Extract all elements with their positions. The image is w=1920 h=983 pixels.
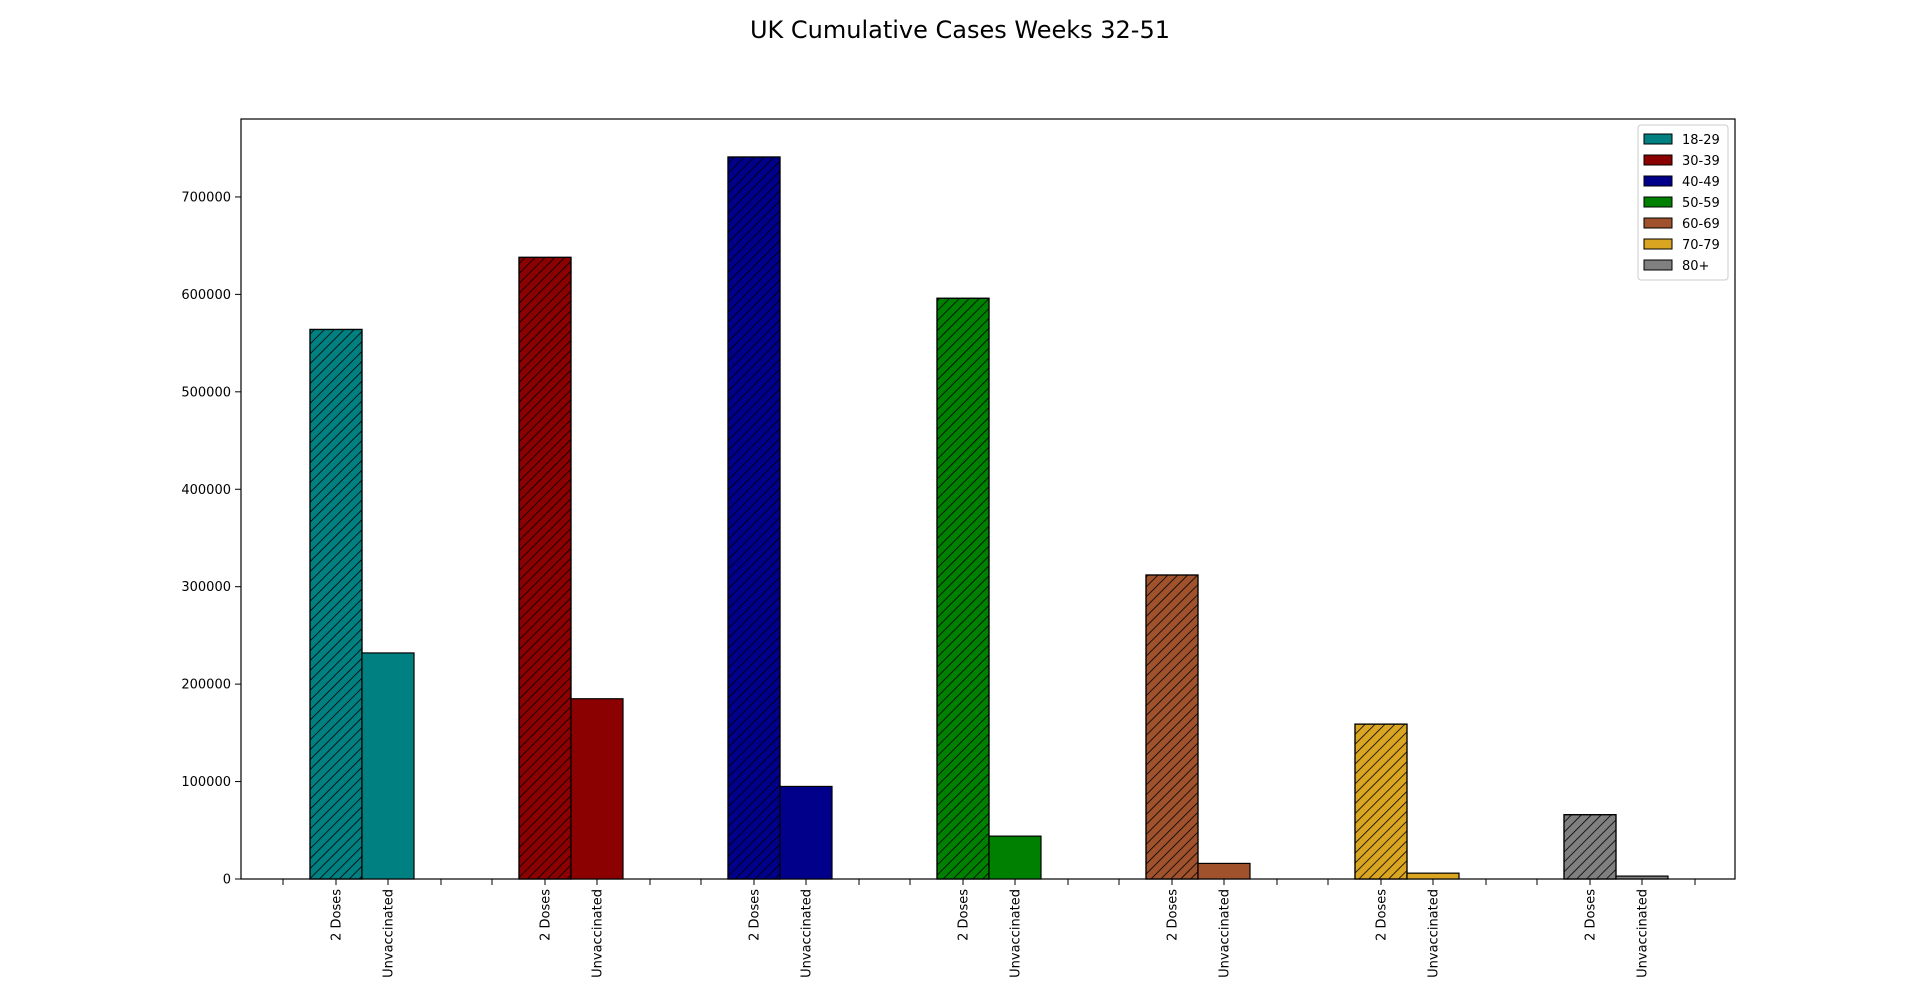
x-tick-label: 2 Doses bbox=[330, 889, 345, 941]
legend-label: 60-69 bbox=[1682, 217, 1720, 232]
x-tick-label: Unvaccinated bbox=[1427, 889, 1442, 978]
x-tick-label: Unvaccinated bbox=[1009, 889, 1024, 978]
bar-18-29-unvaccinated bbox=[361, 652, 415, 880]
bar-hatch bbox=[727, 156, 781, 880]
plot-area: 0 100000 200000 300000 400000 500000 600000 700… bbox=[181, 118, 1736, 978]
y-tick-label: 0 bbox=[223, 873, 231, 888]
legend-swatch-60-69 bbox=[1643, 217, 1673, 229]
y-tick-label: 100000 bbox=[181, 775, 231, 790]
y-tick-label: 500000 bbox=[181, 385, 231, 400]
x-tick-label: 2 Doses bbox=[539, 889, 554, 941]
y-tick-label: 400000 bbox=[181, 483, 231, 498]
x-tick-label: Unvaccinated bbox=[1636, 889, 1651, 978]
x-tick-label: 2 Doses bbox=[748, 889, 763, 941]
bar-60-69-unvaccinated bbox=[1197, 862, 1251, 880]
legend-swatch-70-79 bbox=[1643, 238, 1673, 250]
x-tick-label: Unvaccinated bbox=[591, 889, 606, 978]
x-tick-label: 2 Doses bbox=[1584, 889, 1599, 941]
bar-40-49-unvaccinated bbox=[779, 785, 833, 880]
legend-label: 50-59 bbox=[1682, 196, 1720, 211]
bar-hatch bbox=[1563, 814, 1617, 880]
bar-hatch bbox=[936, 297, 990, 880]
legend-swatch-80+ bbox=[1643, 259, 1673, 271]
legend-label: 18-29 bbox=[1682, 133, 1720, 148]
bar-70-79-unvaccinated bbox=[1406, 872, 1460, 880]
legend-label: 70-79 bbox=[1682, 238, 1720, 253]
x-tick-label: 2 Doses bbox=[957, 889, 972, 941]
legend-swatch-30-39 bbox=[1643, 154, 1673, 166]
bar-80+-unvaccinated bbox=[1615, 875, 1669, 880]
chart-title: UK Cumulative Cases Weeks 32-51 bbox=[750, 16, 1170, 44]
bar-hatch bbox=[518, 256, 572, 880]
y-tick-label: 200000 bbox=[181, 678, 231, 693]
legend-label: 30-39 bbox=[1682, 154, 1720, 169]
bar-hatch bbox=[1145, 574, 1199, 880]
legend-label: 80+ bbox=[1682, 259, 1709, 274]
bar-hatch bbox=[309, 328, 363, 880]
x-tick-label: 2 Doses bbox=[1166, 889, 1181, 941]
y-tick-label: 300000 bbox=[181, 580, 231, 595]
bar-hatch bbox=[1354, 723, 1408, 880]
legend-swatch-40-49 bbox=[1643, 175, 1673, 187]
x-tick-label: Unvaccinated bbox=[1218, 889, 1233, 978]
y-tick-label: 600000 bbox=[181, 288, 231, 303]
bar-30-39-unvaccinated bbox=[570, 698, 624, 880]
y-tick-label: 700000 bbox=[181, 190, 231, 205]
legend-label: 40-49 bbox=[1682, 175, 1720, 190]
bar-50-59-unvaccinated bbox=[988, 835, 1042, 880]
legend-swatch-18-29 bbox=[1643, 133, 1673, 145]
x-tick-label: Unvaccinated bbox=[382, 889, 397, 978]
legend: 18-29 30-39 40-49 50-59 60-69 70-79 80+ bbox=[1637, 124, 1729, 281]
x-tick-label: Unvaccinated bbox=[800, 889, 815, 978]
x-tick-label: 2 Doses bbox=[1375, 889, 1390, 941]
legend-swatch-50-59 bbox=[1643, 196, 1673, 208]
